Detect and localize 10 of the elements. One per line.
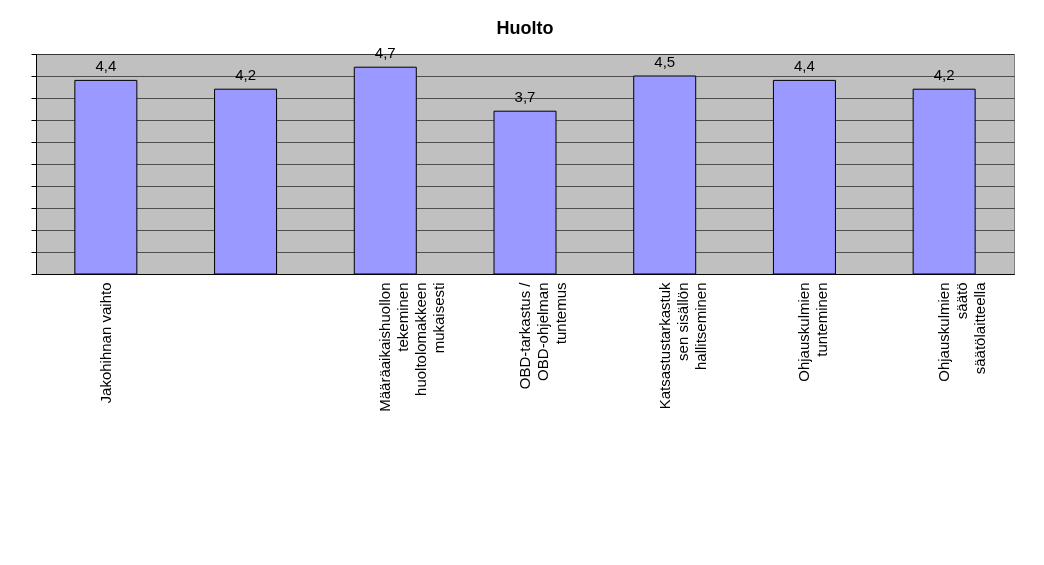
x-tick-label: Ohjauskulmien säätö säätölaitteella <box>935 281 989 382</box>
data-label: 4,4 <box>95 57 117 75</box>
x-tick-label: Katsastustarkastuksen sisällön hallitseminen <box>655 282 709 410</box>
x-tick-label: Ohjauskulmien tunteminen <box>795 282 831 382</box>
x-tick-label: OBD-tarkastus / OBD-ohjelman tuntemus <box>516 281 569 390</box>
x-tick-label: Määräaikaishuollon tekeminen huoltolomakkeen mukaisesti <box>376 282 448 412</box>
data-label: 4,5 <box>654 53 676 70</box>
chart-title: Huolto <box>496 18 554 39</box>
data-label: 4,4 <box>794 57 815 75</box>
x-tick-label: Jakohihnan vaihto <box>96 282 114 404</box>
